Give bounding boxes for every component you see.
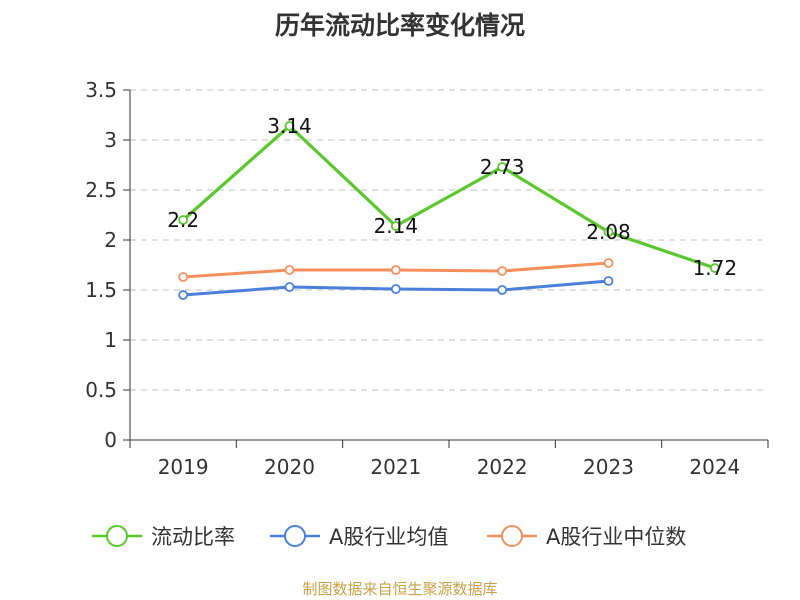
x-tick-label: 2020 [264, 455, 315, 479]
legend-label: A股行业均值 [329, 525, 448, 549]
data-labels: 2.2 3.14 2.14 2.73 2.08 1.72 [167, 114, 737, 280]
data-point[interactable] [497, 285, 508, 295]
x-tick-label: 2021 [370, 455, 421, 479]
legend-marker-icon [284, 525, 306, 547]
data-label: 2.08 [586, 220, 631, 244]
grid-lines [130, 89, 768, 391]
y-tick-label: 3.5 [85, 78, 117, 102]
legend-marker-icon [501, 525, 523, 547]
series-line [182, 124, 716, 270]
data-label: 2.2 [167, 208, 199, 232]
data-point[interactable] [497, 162, 508, 172]
series-lines [178, 121, 720, 300]
y-tick-label: 0.5 [85, 378, 117, 402]
y-tick-label: 2 [104, 228, 117, 252]
data-point[interactable] [390, 284, 401, 294]
x-tick-label: 2024 [689, 455, 740, 479]
chart-title: 历年流动比率变化情况 [274, 11, 525, 40]
data-point[interactable] [603, 276, 614, 286]
legend-label: A股行业中位数 [546, 525, 686, 549]
axes: 0 0.5 1 1.5 2 2.5 3 3.5 2019 2020 2021 2022 2023 2024 [85, 78, 769, 479]
legend-item[interactable]: A股行业中位数 [487, 525, 686, 549]
data-point[interactable] [178, 215, 189, 225]
data-point[interactable] [178, 290, 189, 300]
data-point[interactable] [284, 265, 295, 275]
data-point[interactable] [709, 263, 720, 273]
legend[interactable]: 流动比率 A股行业均值 A股行业中位数 [92, 525, 686, 549]
legend-item[interactable]: A股行业均值 [270, 525, 448, 549]
data-source-note: 制图数据来自恒生聚源数据库 [302, 580, 498, 598]
data-label: 1.72 [693, 256, 738, 280]
data-point[interactable] [284, 282, 295, 292]
y-tick-label: 1.5 [85, 278, 117, 302]
legend-item[interactable]: 流动比率 [92, 525, 235, 549]
y-tick-label: 1 [104, 328, 117, 352]
data-point[interactable] [178, 272, 189, 282]
data-label: 3.14 [267, 114, 312, 138]
data-point[interactable] [390, 265, 401, 275]
x-tick-label: 2022 [477, 455, 528, 479]
data-point[interactable] [390, 221, 401, 231]
data-point[interactable] [497, 266, 508, 276]
data-point[interactable] [284, 121, 295, 131]
x-tick-label: 2019 [158, 455, 209, 479]
x-tick-label: 2023 [583, 455, 634, 479]
y-tick-label: 3 [104, 128, 117, 152]
data-label: 2.73 [480, 155, 525, 179]
legend-marker-icon [106, 525, 128, 547]
legend-label: 流动比率 [151, 525, 235, 549]
data-point[interactable] [603, 227, 614, 237]
y-tick-label: 0 [104, 428, 117, 452]
data-label: 2.14 [374, 214, 419, 238]
y-tick-label: 2.5 [85, 178, 117, 202]
data-point[interactable] [603, 258, 614, 268]
